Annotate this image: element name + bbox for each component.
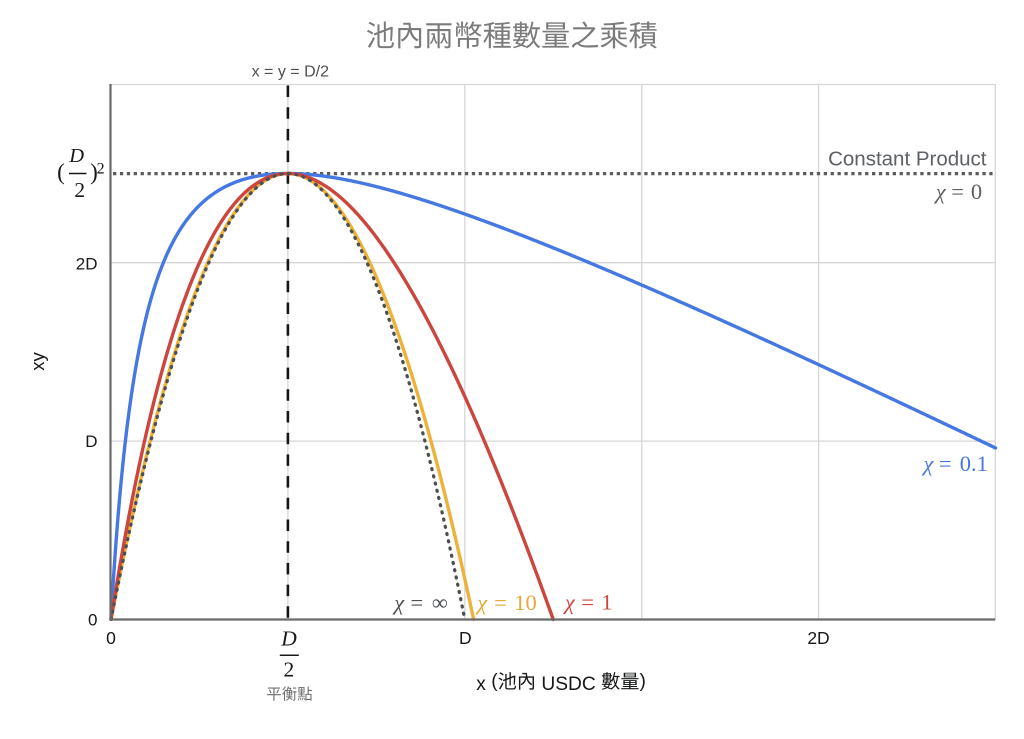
- svg-text:): ): [640, 671, 646, 692]
- svg-text:χ: χ: [934, 179, 947, 204]
- svg-text:2: 2: [97, 160, 105, 177]
- svg-text:=: =: [494, 590, 507, 615]
- svg-text:0: 0: [88, 611, 97, 630]
- svg-text:2D: 2D: [807, 628, 829, 648]
- svg-text:=: =: [939, 451, 952, 476]
- svg-text:(: (: [491, 671, 498, 692]
- svg-text:χ: χ: [392, 590, 405, 615]
- svg-text:D: D: [459, 628, 472, 648]
- svg-text:D: D: [280, 626, 297, 650]
- svg-text:10: 10: [514, 590, 537, 615]
- svg-text:x = y = D/2: x = y = D/2: [252, 64, 329, 81]
- svg-text:0: 0: [971, 179, 982, 204]
- svg-text:=: =: [951, 179, 964, 204]
- svg-text:D: D: [68, 145, 84, 167]
- svg-text:): ): [90, 159, 98, 184]
- svg-text:=: =: [581, 590, 594, 615]
- svg-text:χ: χ: [475, 590, 488, 615]
- svg-text:=: =: [411, 590, 424, 615]
- svg-text:χ: χ: [563, 590, 576, 615]
- svg-text:D: D: [85, 432, 97, 451]
- svg-text:∞: ∞: [432, 590, 448, 615]
- svg-text:xy: xy: [27, 352, 48, 371]
- svg-text:0.1: 0.1: [960, 451, 988, 476]
- svg-text:2D: 2D: [76, 255, 98, 274]
- svg-text:0: 0: [106, 628, 116, 648]
- svg-text:2: 2: [284, 658, 295, 682]
- svg-text:(: (: [57, 159, 65, 184]
- svg-text:x: x: [476, 674, 486, 695]
- svg-text:1: 1: [601, 590, 612, 615]
- svg-text:Constant Product: Constant Product: [828, 147, 987, 170]
- svg-text:USDC: USDC: [536, 674, 601, 695]
- svg-text:χ: χ: [922, 451, 935, 476]
- svg-text:2: 2: [74, 178, 85, 202]
